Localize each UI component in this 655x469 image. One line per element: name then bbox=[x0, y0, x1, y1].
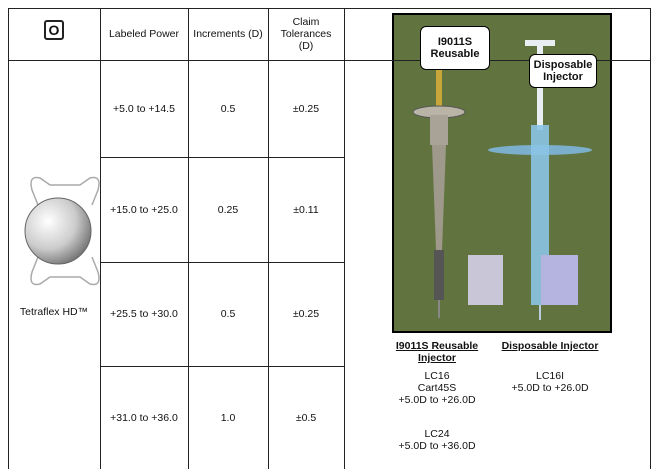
icon-label: O bbox=[44, 20, 64, 40]
injector-title: Disposable Injector bbox=[495, 340, 605, 352]
table-cell: ±0.5 bbox=[268, 366, 344, 469]
injector-spec: +5.0D to +26.0D bbox=[377, 394, 497, 406]
table-cell: +25.5 to +30.0 bbox=[100, 262, 188, 366]
photo-label: I9011S Reusable bbox=[420, 26, 490, 70]
table-cell: +5.0 to +14.5 bbox=[100, 60, 188, 157]
table-cell: ±0.25 bbox=[268, 262, 344, 366]
injector-title: I9011S Reusable Injector bbox=[382, 340, 492, 364]
lens-name: Tetraflex HD™ bbox=[8, 300, 100, 324]
injector-spec: +5.0D to +36.0D bbox=[377, 440, 497, 452]
table-border bbox=[650, 8, 651, 469]
table-border bbox=[8, 8, 9, 469]
column-header: Labeled Power bbox=[104, 8, 184, 60]
lens-icon bbox=[25, 178, 99, 285]
page: (() => { const data = JSON.parse(documen… bbox=[0, 0, 655, 469]
photo-label: Disposable Injector bbox=[529, 54, 597, 88]
column-header: Increments (D) bbox=[192, 8, 264, 60]
table-cell: 0.5 bbox=[188, 262, 268, 366]
injector-spec: LC16I bbox=[490, 370, 610, 382]
injector-spec: LC16 bbox=[377, 370, 497, 382]
injector-spec: Cart45S bbox=[377, 382, 497, 394]
table-cell: ±0.11 bbox=[268, 157, 344, 262]
table-border bbox=[344, 8, 345, 469]
table-cell: 0.5 bbox=[188, 60, 268, 157]
table-cell: 0.25 bbox=[188, 157, 268, 262]
table-cell: ±0.25 bbox=[268, 60, 344, 157]
column-header: Claim Tolerances (D) bbox=[272, 8, 340, 60]
table-cell: +31.0 to +36.0 bbox=[100, 366, 188, 469]
table-cell: +15.0 to +25.0 bbox=[100, 157, 188, 262]
injector-spec: LC24 bbox=[377, 428, 497, 440]
injector-spec: +5.0D to +26.0D bbox=[490, 382, 610, 394]
table-cell: 1.0 bbox=[188, 366, 268, 469]
